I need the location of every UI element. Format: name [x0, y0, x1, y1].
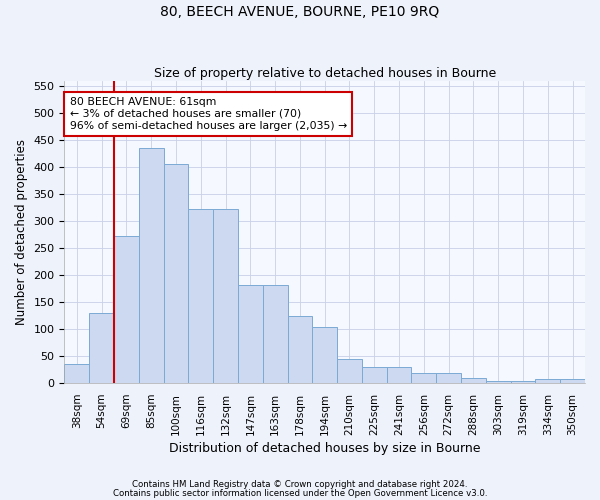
Bar — [412, 374, 436, 383]
Bar — [263, 285, 287, 383]
Text: 80 BEECH AVENUE: 61sqm
← 3% of detached houses are smaller (70)
96% of semi-deta: 80 BEECH AVENUE: 61sqm ← 3% of detached … — [70, 98, 347, 130]
X-axis label: Distribution of detached houses by size in Bourne: Distribution of detached houses by size … — [169, 442, 481, 455]
Bar — [535, 380, 560, 383]
Bar — [164, 164, 188, 383]
Bar — [238, 285, 263, 383]
Bar — [461, 378, 486, 383]
Bar — [436, 374, 461, 383]
Bar — [213, 209, 238, 383]
Text: Contains public sector information licensed under the Open Government Licence v3: Contains public sector information licen… — [113, 488, 487, 498]
Bar — [511, 380, 535, 383]
Text: Contains HM Land Registry data © Crown copyright and database right 2024.: Contains HM Land Registry data © Crown c… — [132, 480, 468, 489]
Bar — [64, 364, 89, 383]
Bar — [287, 316, 313, 383]
Bar — [139, 148, 164, 383]
Bar — [188, 209, 213, 383]
Text: 80, BEECH AVENUE, BOURNE, PE10 9RQ: 80, BEECH AVENUE, BOURNE, PE10 9RQ — [160, 5, 440, 19]
Bar — [486, 380, 511, 383]
Bar — [560, 380, 585, 383]
Bar — [313, 327, 337, 383]
Bar — [386, 367, 412, 383]
Bar — [362, 367, 386, 383]
Title: Size of property relative to detached houses in Bourne: Size of property relative to detached ho… — [154, 66, 496, 80]
Bar — [89, 313, 114, 383]
Bar — [337, 359, 362, 383]
Y-axis label: Number of detached properties: Number of detached properties — [15, 139, 28, 325]
Bar — [114, 236, 139, 383]
